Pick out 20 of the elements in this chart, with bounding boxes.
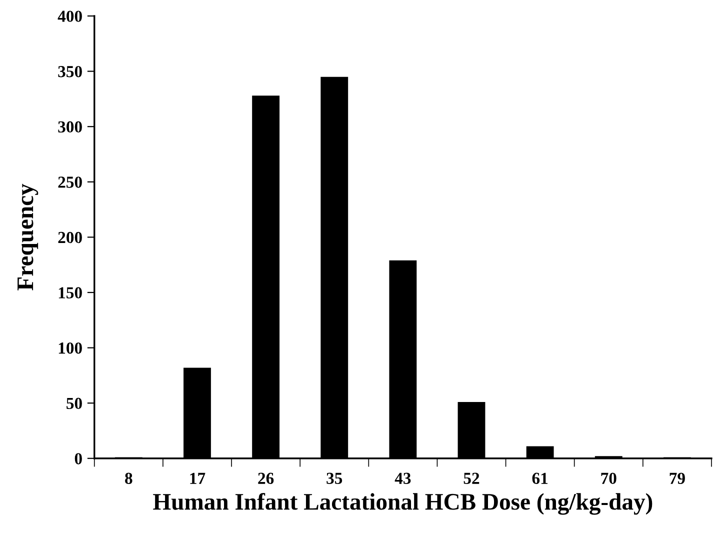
x-tick-label: 8 (125, 472, 132, 484)
y-tick-label: 50 (66, 398, 82, 410)
x-tick-label: 26 (258, 472, 274, 484)
x-tick-label: 35 (326, 472, 342, 484)
x-axis-title: Human Infant Lactational HCB Dose (ng/kg-day) (153, 492, 652, 515)
y-axis-title: Frequency (18, 184, 38, 290)
y-tick-label: 250 (58, 176, 82, 188)
y-tick-label: 400 (58, 10, 82, 22)
x-tick-label: 52 (464, 472, 480, 484)
x-tick-label: 70 (601, 472, 616, 484)
y-tick-label: 100 (58, 342, 82, 354)
y-tick-label: 300 (58, 121, 82, 133)
x-tick-label: 43 (394, 472, 411, 484)
x-tick-label: 17 (190, 472, 206, 484)
y-tick-label: 350 (58, 66, 82, 78)
y-tick-label: 200 (58, 232, 82, 244)
y-tick-label: 0 (74, 453, 82, 464)
x-tick-label: 61 (532, 472, 548, 484)
x-tick-label: 79 (670, 472, 685, 484)
y-tick-label: 150 (58, 287, 82, 298)
